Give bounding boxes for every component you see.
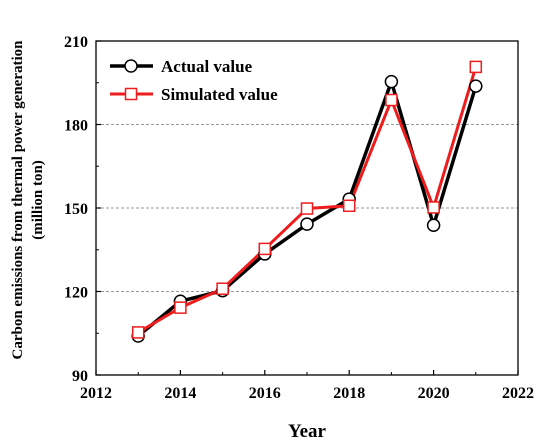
point-simulated-2013 (131, 326, 145, 339)
x-tick-label-2014: 2014 (164, 385, 196, 402)
point-simulated-2019 (385, 93, 398, 107)
legend-entry-actual: Actual value (110, 57, 253, 76)
legend-entry-simulated: Simulated value (110, 85, 278, 104)
point-simulated-2016 (258, 242, 272, 256)
y-tick-label-120: 120 (64, 285, 88, 302)
legend: Actual value Simulated value (110, 57, 278, 104)
legend-marker-actual (124, 59, 138, 73)
x-tick-label-2022: 2022 (502, 385, 534, 402)
legend-label-simulated: Simulated value (161, 85, 278, 104)
y-tick-label-180: 180 (64, 118, 88, 135)
point-simulated-2021 (469, 60, 483, 74)
legend-label-actual: Actual value (161, 57, 253, 76)
y-tick-label-210: 210 (64, 34, 88, 51)
y-axis-title-line-1: Carbon emissions from thermal power gene… (10, 40, 26, 360)
point-simulated-2017 (300, 202, 314, 215)
x-axis-title: Year (288, 421, 327, 442)
series-lines (131, 60, 483, 343)
x-tick-label-2016: 2016 (249, 385, 281, 402)
y-axis-title-line-2: (million ton) (30, 160, 46, 240)
y-axis-title: Carbon emissions from thermal power gene… (10, 40, 46, 360)
point-actual-2021 (469, 79, 483, 93)
x-tick-label-2012: 2012 (80, 385, 112, 402)
axis-ticks: 2012 2014 2016 2018 2020 2022 90 120 150 180 210 (64, 34, 534, 402)
y-tick-label-90: 90 (72, 368, 88, 385)
point-simulated-2020 (427, 201, 440, 214)
x-tick-label-2020: 2020 (418, 385, 450, 402)
point-simulated-2014 (174, 301, 187, 314)
y-tick-label-150: 150 (64, 201, 88, 218)
point-simulated-2015 (216, 282, 229, 295)
x-tick-label-2018: 2018 (333, 385, 365, 402)
legend-marker-simulated (124, 87, 138, 101)
point-simulated-2018 (342, 199, 356, 213)
point-actual-2020 (426, 218, 441, 233)
point-actual-2019 (384, 74, 399, 89)
point-actual-2017 (300, 217, 314, 231)
